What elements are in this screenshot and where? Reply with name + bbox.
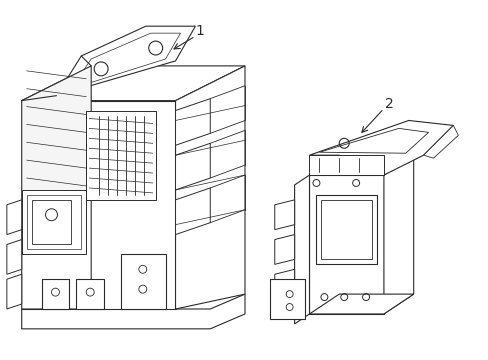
Polygon shape	[86, 111, 155, 200]
Polygon shape	[175, 143, 210, 190]
Polygon shape	[294, 175, 309, 324]
Polygon shape	[21, 100, 175, 309]
Polygon shape	[316, 195, 376, 264]
Polygon shape	[7, 239, 21, 274]
Polygon shape	[269, 279, 304, 319]
Polygon shape	[32, 200, 71, 244]
Polygon shape	[21, 294, 244, 329]
Polygon shape	[309, 294, 413, 314]
Polygon shape	[274, 200, 294, 230]
Polygon shape	[175, 99, 210, 145]
Polygon shape	[21, 66, 244, 100]
Polygon shape	[309, 175, 383, 314]
Polygon shape	[309, 121, 452, 175]
Polygon shape	[319, 129, 427, 153]
Polygon shape	[321, 200, 371, 260]
Polygon shape	[175, 188, 210, 235]
Polygon shape	[21, 190, 86, 255]
Polygon shape	[175, 66, 244, 309]
Polygon shape	[423, 125, 457, 158]
Polygon shape	[21, 195, 91, 309]
Polygon shape	[76, 279, 104, 309]
Polygon shape	[274, 269, 294, 294]
Polygon shape	[383, 155, 413, 314]
Polygon shape	[309, 155, 413, 175]
Polygon shape	[56, 26, 195, 96]
Text: 2: 2	[384, 96, 392, 111]
Polygon shape	[309, 155, 383, 175]
Polygon shape	[21, 66, 91, 230]
Polygon shape	[121, 255, 165, 309]
Polygon shape	[7, 274, 21, 309]
Polygon shape	[71, 33, 180, 89]
Polygon shape	[41, 279, 69, 309]
Text: 1: 1	[196, 24, 204, 38]
Polygon shape	[7, 200, 21, 235]
Polygon shape	[274, 235, 294, 264]
Polygon shape	[27, 195, 81, 249]
